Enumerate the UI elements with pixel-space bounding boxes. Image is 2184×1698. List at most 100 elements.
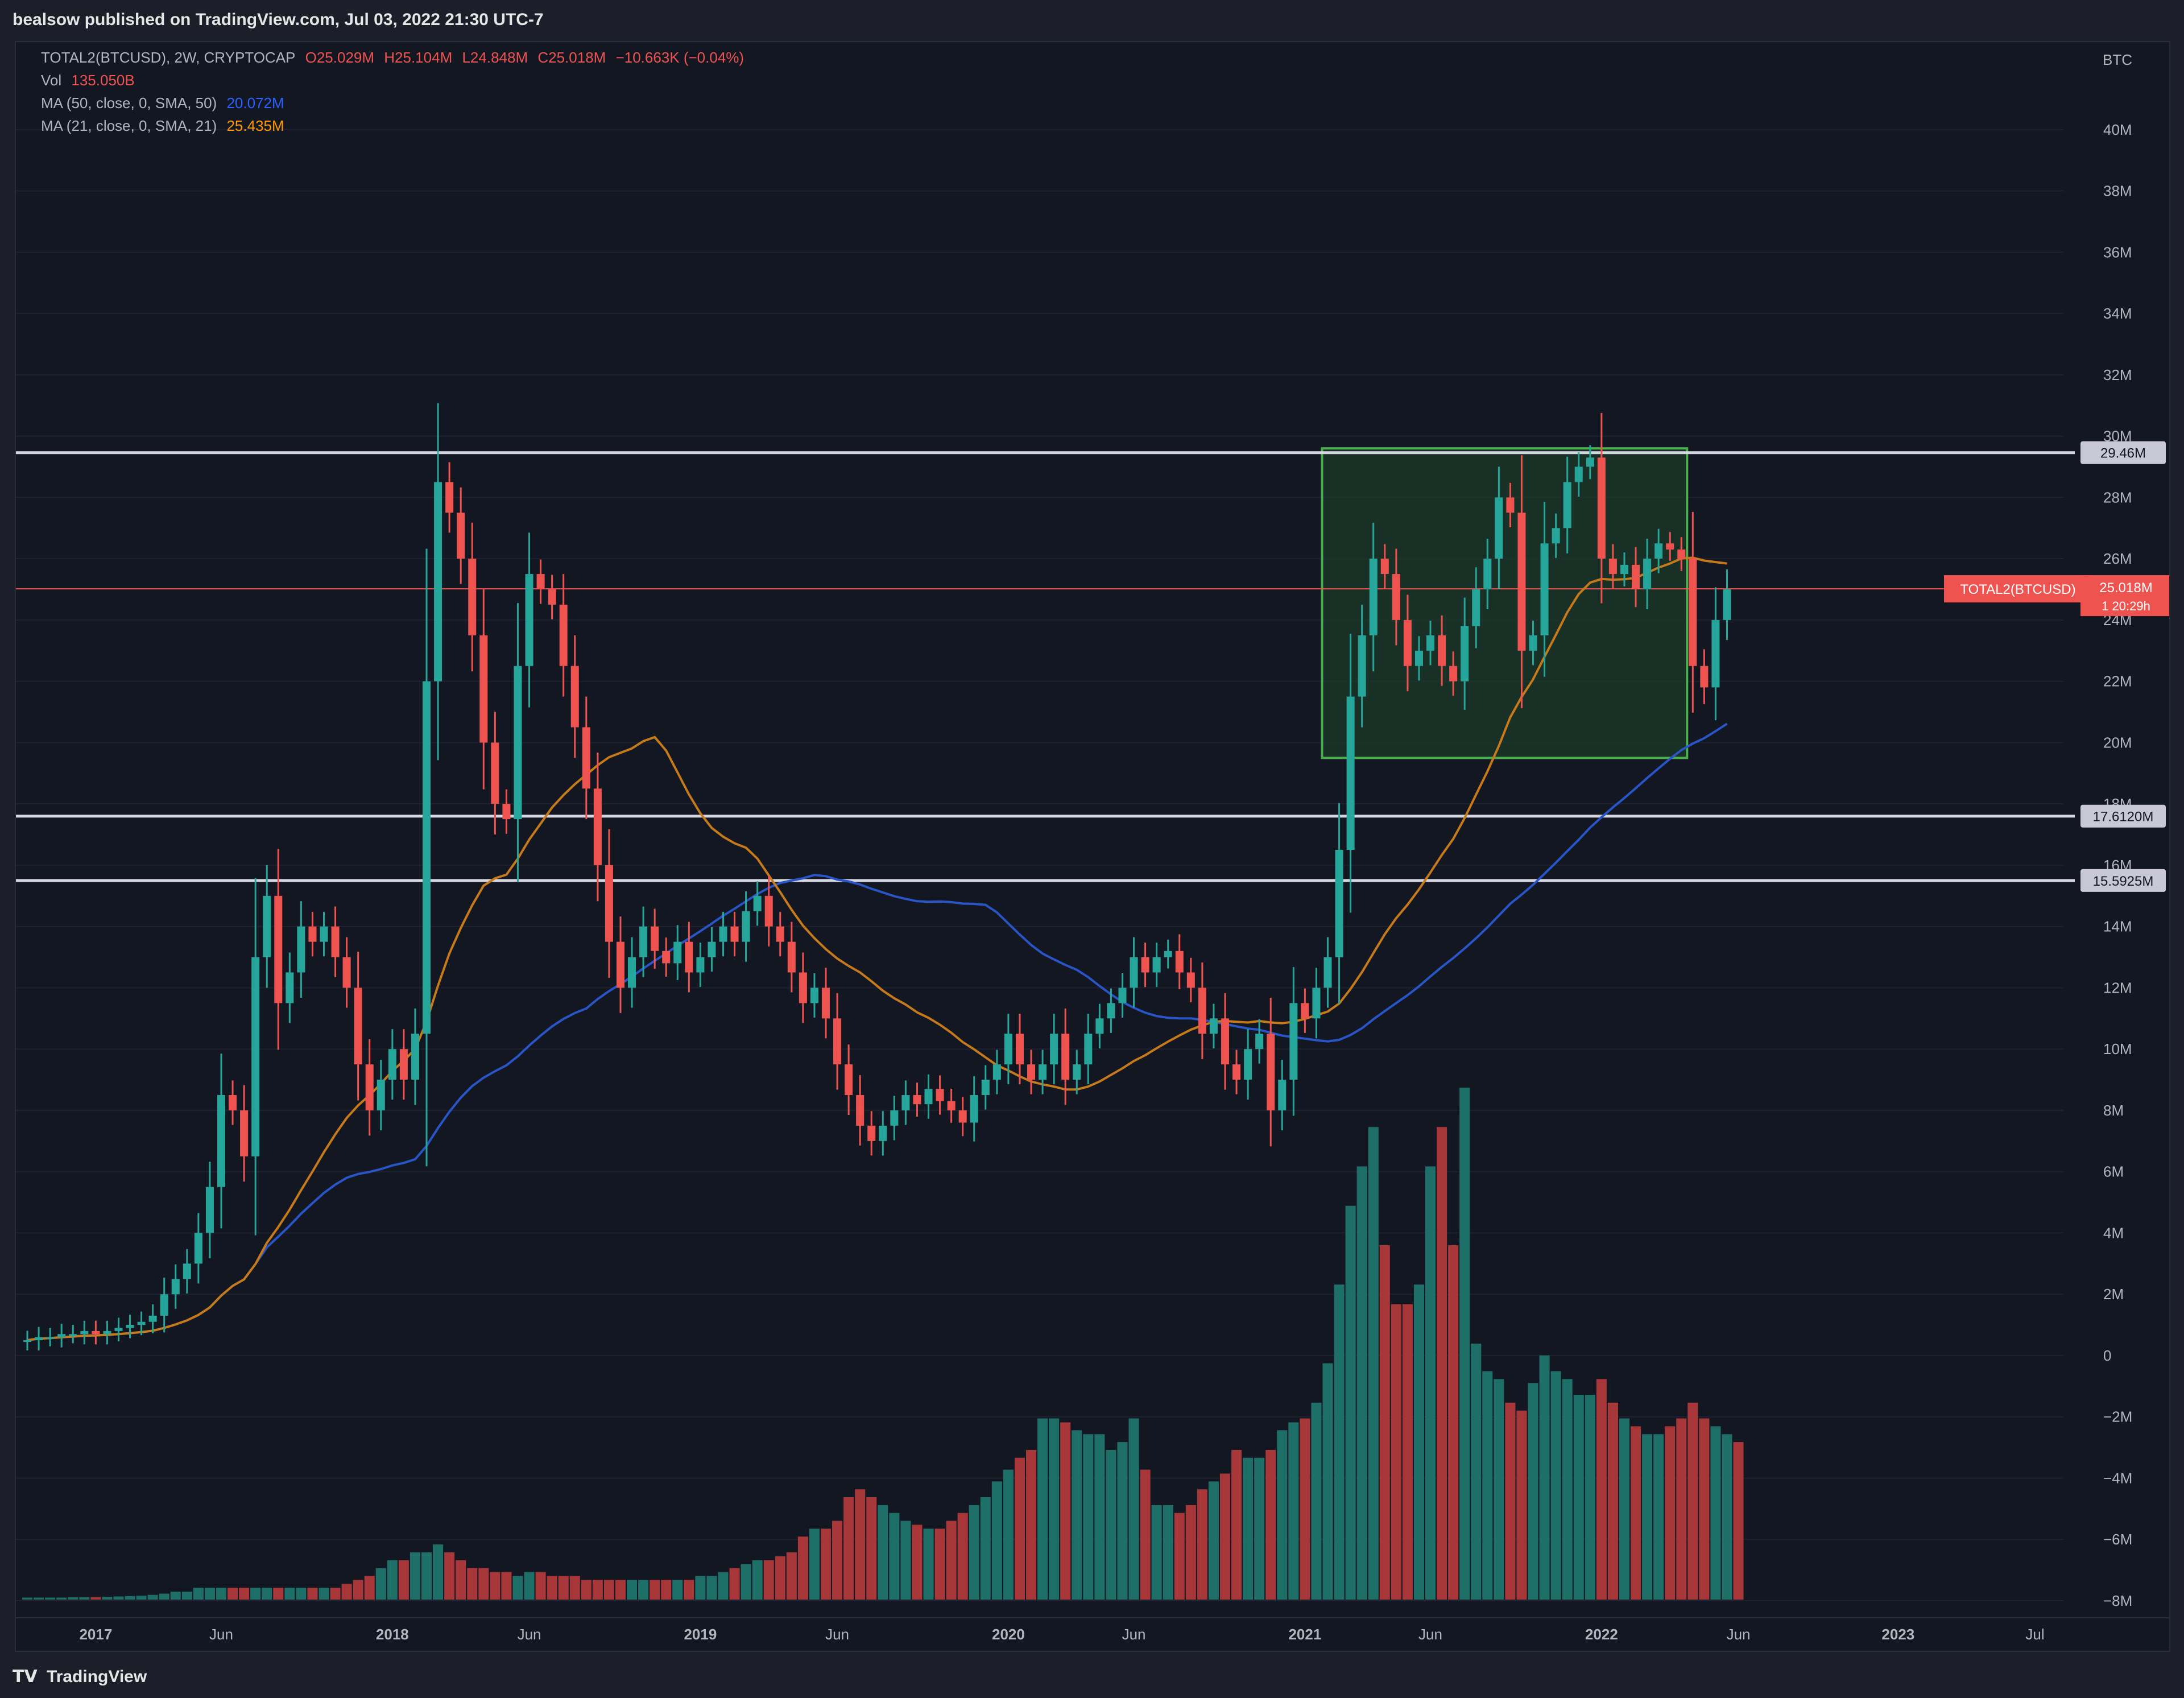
symbol-price-tag-text: TOTAL2(BTCUSD)	[1960, 582, 2075, 597]
level-tag-text: 29.46M	[2100, 446, 2146, 461]
candle-body	[821, 988, 830, 1019]
volume-bar	[1710, 1426, 1721, 1600]
volume-bar	[912, 1525, 923, 1600]
volume-bar	[1631, 1426, 1641, 1600]
candle-body	[719, 926, 727, 942]
volume-bar	[991, 1481, 1002, 1600]
volume-bar	[318, 1588, 329, 1600]
volume-bar	[79, 1597, 90, 1600]
volume-bar	[832, 1521, 843, 1600]
volume-bar	[718, 1572, 729, 1600]
volume-bar	[1516, 1410, 1527, 1600]
volume-bar	[490, 1572, 500, 1600]
time-axis-tick: Jul	[2025, 1626, 2044, 1643]
chart-frame[interactable]: 29.46M 17.6120M 15.5925M BTC 40M 38M 36M 34M 32M…	[15, 41, 2170, 1652]
range-box	[1321, 447, 1689, 759]
volume-bar	[1117, 1442, 1128, 1600]
candle-body	[1198, 988, 1206, 1034]
volume-bar	[239, 1588, 250, 1600]
candle-body	[1403, 619, 1412, 666]
volume-bar	[866, 1497, 877, 1600]
candle-body	[970, 1095, 978, 1123]
volume-bar	[1413, 1284, 1424, 1600]
volume-bar	[592, 1580, 603, 1600]
candle-body	[388, 1049, 396, 1080]
volume-bar	[45, 1597, 56, 1600]
candle-body	[753, 895, 762, 911]
candle-body	[1689, 559, 1697, 666]
volume-bar	[1619, 1418, 1630, 1600]
candle-body	[103, 1331, 111, 1335]
level-tag	[2080, 441, 2166, 464]
candle-body	[1574, 466, 1583, 482]
volume-bar	[330, 1588, 341, 1600]
tradingview-logo[interactable]: 𝗧𝗩 TradingView	[13, 1667, 147, 1687]
volume-bar	[547, 1576, 557, 1600]
candle-body	[422, 681, 431, 1034]
volume-bar	[1322, 1363, 1333, 1600]
candle-body	[1483, 559, 1492, 590]
ma21-line	[27, 556, 1727, 1341]
candle-body	[913, 1095, 921, 1105]
candle-body	[1312, 988, 1321, 1019]
volume-bar	[1094, 1434, 1105, 1600]
candle-body	[1175, 951, 1184, 973]
candle-body	[708, 941, 716, 957]
volume-bar	[1083, 1434, 1094, 1600]
price-axis-tick: −8M	[2103, 1592, 2132, 1609]
candle-body	[1278, 1080, 1287, 1110]
price-axis-tick: 36M	[2103, 243, 2132, 261]
volume-bar	[695, 1576, 706, 1600]
legend-ma21-value: 25.435M	[226, 117, 284, 134]
legend-ma50-label: MA (50, close, 0, SMA, 50)	[41, 94, 217, 111]
volume-bar	[433, 1544, 444, 1600]
price-axis-tick: 20M	[2103, 734, 2132, 751]
candle-body	[274, 895, 283, 1003]
volume-bar	[603, 1580, 614, 1600]
legend-change: −10.663K (−0.04%)	[615, 49, 744, 66]
candle-body	[399, 1049, 408, 1080]
candle-body	[1506, 497, 1515, 513]
volume-bar	[147, 1594, 158, 1600]
volume-bar	[1345, 1205, 1356, 1600]
volume-bar	[1676, 1418, 1687, 1600]
candle-body	[1221, 1018, 1230, 1065]
chart-canvas[interactable]: 29.46M 17.6120M 15.5925M BTC 40M 38M 36M 34M 32M…	[16, 42, 2169, 1651]
price-axis-tick: −4M	[2103, 1469, 2132, 1486]
candle-body	[1632, 564, 1640, 590]
candle-body	[1039, 1064, 1047, 1080]
volume-bar	[1699, 1418, 1710, 1600]
candle-body	[1232, 1064, 1241, 1080]
volume-bar	[1208, 1481, 1219, 1600]
volume-bar	[204, 1588, 215, 1600]
volume-bar	[1037, 1418, 1048, 1600]
candle-body	[457, 513, 465, 559]
candle-body	[924, 1089, 933, 1105]
volume-bar	[1300, 1418, 1310, 1600]
volume-bar	[56, 1597, 67, 1600]
candle-body	[1495, 497, 1503, 559]
candle-body	[57, 1334, 66, 1337]
candle-body	[69, 1334, 77, 1336]
legend-symbol: TOTAL2(BTCUSD), 2W, CRYPTOCAP	[41, 49, 296, 66]
candle-body	[217, 1095, 226, 1187]
volume-bar	[650, 1580, 660, 1600]
volume-bar	[1505, 1402, 1516, 1600]
volume-bar	[444, 1552, 455, 1600]
candle-body	[1517, 513, 1526, 651]
candle-body	[1027, 1064, 1036, 1080]
volume-bar	[1163, 1505, 1173, 1600]
candle-body	[502, 804, 511, 820]
volume-bar	[1060, 1422, 1071, 1600]
candle-body	[1449, 666, 1458, 681]
candle-body	[992, 1064, 1001, 1080]
price-axis-tick: 34M	[2103, 305, 2132, 322]
volume-bar	[1437, 1127, 1447, 1600]
volume-bar	[969, 1505, 979, 1600]
volume-bar	[1014, 1457, 1025, 1600]
price-axis-tick: 40M	[2103, 121, 2132, 138]
candle-body	[297, 926, 305, 973]
time-axis-tick: Jun	[1122, 1626, 1146, 1643]
candle-body	[787, 941, 796, 973]
candle-body	[46, 1337, 55, 1339]
